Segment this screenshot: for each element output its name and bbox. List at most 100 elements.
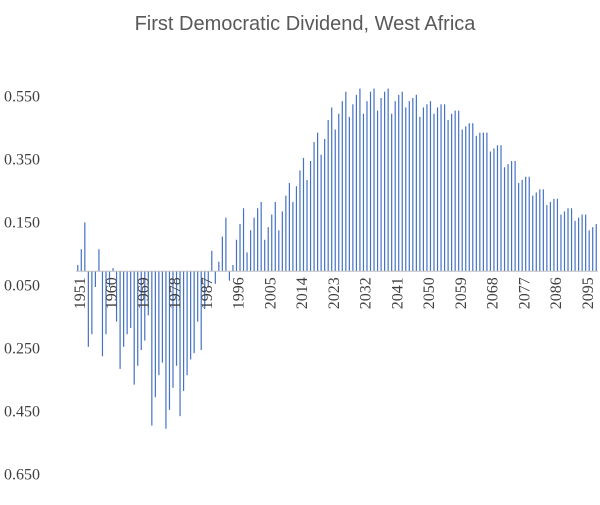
bar <box>553 198 555 272</box>
bar <box>542 189 544 272</box>
bar <box>570 208 573 272</box>
bar <box>126 271 128 335</box>
bar <box>472 123 474 272</box>
y-tick-label: 0.550 <box>4 89 40 106</box>
bar <box>366 101 368 272</box>
bar <box>482 132 484 272</box>
bar <box>101 271 104 357</box>
bar <box>496 145 499 272</box>
bar <box>186 271 188 376</box>
bar <box>313 142 315 272</box>
bar <box>398 94 400 272</box>
bar <box>500 145 502 272</box>
bar <box>419 116 421 272</box>
bar <box>359 88 361 272</box>
bar <box>295 186 298 272</box>
bar <box>486 132 488 272</box>
x-tick-label: 2095 <box>580 277 597 309</box>
bar <box>302 157 305 272</box>
bar <box>309 161 312 272</box>
bar <box>204 271 206 310</box>
bar <box>563 211 566 272</box>
bar <box>172 271 174 388</box>
bar <box>436 107 439 272</box>
bar <box>105 271 107 335</box>
bar <box>525 176 527 272</box>
bar <box>98 249 100 272</box>
x-tick-label: 2005 <box>262 277 279 309</box>
bar <box>592 227 594 272</box>
bar <box>133 271 135 385</box>
bar <box>447 120 449 272</box>
bar <box>567 208 569 272</box>
bar <box>532 195 534 272</box>
bar <box>140 271 142 350</box>
bar <box>578 217 580 272</box>
bar <box>394 101 396 272</box>
y-tick-label: 0.450 <box>4 404 40 421</box>
bar <box>264 239 266 272</box>
bar <box>387 88 389 272</box>
bar <box>147 271 149 316</box>
bar <box>408 101 410 272</box>
bar <box>324 138 326 272</box>
bar <box>521 179 523 272</box>
bar <box>426 104 428 272</box>
bar <box>588 230 590 272</box>
bar <box>306 179 308 272</box>
bar <box>585 214 587 272</box>
bar <box>574 220 576 272</box>
bar <box>493 148 495 272</box>
y-tick-label: 0.350 <box>4 152 40 169</box>
bar <box>422 107 425 272</box>
bar <box>161 271 164 363</box>
bar <box>373 88 375 272</box>
bar <box>235 239 238 272</box>
bar <box>137 271 139 366</box>
bar <box>479 132 481 272</box>
bar <box>119 271 121 369</box>
x-tick-label: 2068 <box>485 277 502 309</box>
bar <box>249 230 252 272</box>
x-tick-label: 2032 <box>358 277 375 309</box>
bar <box>518 183 520 272</box>
x-tick-label: 1951 <box>72 277 89 309</box>
bar <box>334 129 336 272</box>
bar <box>285 195 287 272</box>
bar <box>489 151 492 272</box>
x-tick-label: 2014 <box>294 277 311 309</box>
x-tick-label: 2023 <box>326 277 343 309</box>
x-tick-label: 2086 <box>548 277 565 309</box>
bar <box>475 135 477 272</box>
y-tick-label: 0.050 <box>4 278 40 295</box>
bar <box>91 271 93 335</box>
x-tick-label: 1978 <box>167 277 184 309</box>
bar <box>560 214 562 272</box>
bar <box>200 271 202 350</box>
bar <box>267 227 269 272</box>
bar <box>257 208 259 272</box>
bar <box>242 208 245 272</box>
bar <box>175 271 178 366</box>
x-tick-label: 1960 <box>104 277 121 309</box>
bar <box>443 104 446 272</box>
bar <box>440 104 442 272</box>
bar <box>77 264 79 272</box>
y-tick-label: 0.250 <box>4 341 40 358</box>
bar <box>510 161 513 272</box>
bar <box>84 222 86 272</box>
bar <box>405 107 407 272</box>
bar <box>401 91 403 272</box>
chart-title: First Democratic Dividend, West Africa <box>135 13 477 35</box>
bar <box>549 201 551 272</box>
bar <box>278 230 280 272</box>
bar <box>429 101 432 272</box>
y-tick-label: 0.650 <box>4 467 40 484</box>
bar <box>144 271 146 341</box>
bar <box>595 224 597 272</box>
bar <box>348 116 350 272</box>
bar <box>214 271 216 284</box>
bar <box>451 113 453 272</box>
bar <box>115 271 118 322</box>
